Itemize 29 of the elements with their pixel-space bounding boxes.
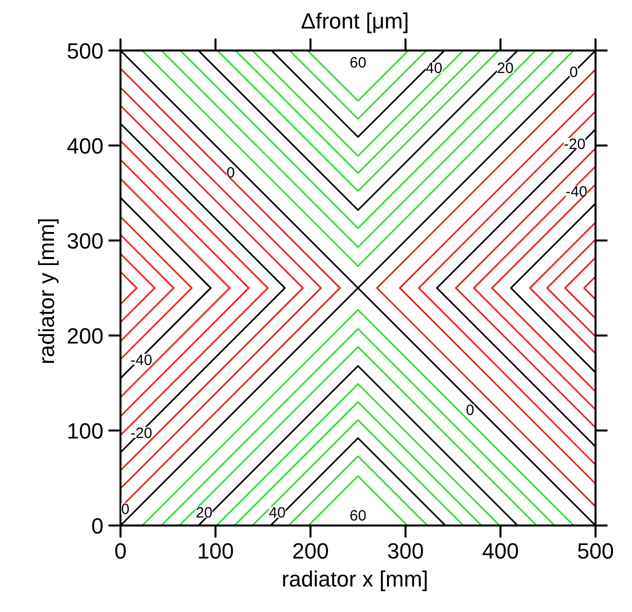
annotation: -40 [130, 352, 152, 369]
annotation: -20 [564, 136, 586, 154]
y-tick-label: 500 [66, 38, 104, 64]
y-tick-label: 300 [66, 228, 104, 254]
annotation: 20 [196, 504, 212, 522]
annotation: 0 [466, 402, 474, 420]
x-tick-label: 0 [114, 538, 127, 564]
x-tick-label: 100 [197, 538, 234, 564]
annotation: 60 [350, 508, 366, 525]
y-tick-label: 0 [91, 514, 104, 538]
annotation: -20 [130, 424, 152, 442]
y-tick-label: 100 [66, 418, 104, 444]
chart-title: Δfront [μm] [300, 8, 409, 34]
annotation: 40 [426, 60, 442, 78]
x-tick-label: 400 [482, 538, 519, 564]
annotation: -40 [566, 184, 588, 201]
annotation: 60 [350, 54, 366, 72]
x-tick-label: 300 [387, 538, 424, 564]
x-axis-title: radiator x [mm] [282, 566, 428, 592]
annotation: 0 [226, 164, 235, 182]
y-tick-label: 200 [66, 324, 104, 348]
annotation: 40 [268, 504, 286, 522]
annotation: 0 [569, 64, 578, 81]
annotation: 0 [121, 500, 130, 518]
y-tick-label: 400 [66, 134, 104, 158]
x-tick-label: 500 [577, 538, 614, 564]
y-axis-title: radiator y [mm] [34, 218, 59, 364]
annotation: 20 [496, 60, 514, 78]
x-tick-label: 200 [292, 538, 329, 564]
